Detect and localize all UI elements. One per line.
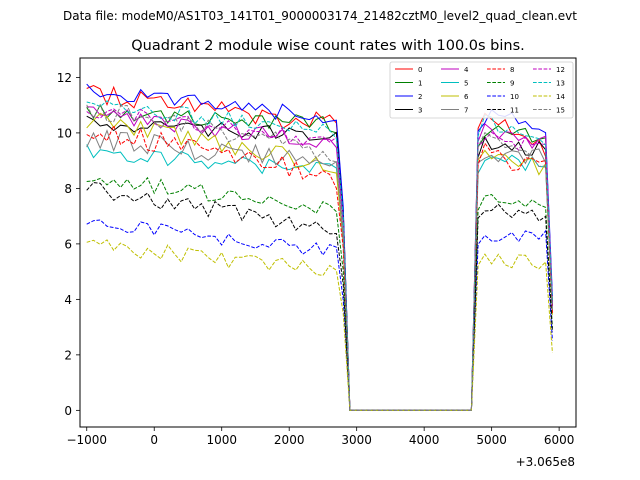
x-tick-label-7: 6000 [544,433,575,447]
y-tick-label-4: 8 [64,182,72,196]
y-tick-label-1: 2 [64,348,72,362]
series-line-9 [86,176,553,411]
series-line-5 [86,144,553,411]
legend-label-11: 11 [510,107,519,115]
legend-label-1: 1 [418,80,422,88]
series-line-8 [86,124,553,411]
y-tick-label-3: 6 [64,237,72,251]
x-offset-label: +3.065e8 [516,455,575,469]
legend-label-8: 8 [510,66,514,74]
x-tick-label-1: 0 [150,433,158,447]
legend-label-3: 3 [418,107,422,115]
x-tick-label-3: 2000 [274,433,305,447]
series-lines [86,83,553,411]
x-tick-label-6: 5000 [476,433,507,447]
series-line-0 [86,85,553,411]
legend-box [389,61,574,119]
y-tick-label-0: 0 [64,404,72,418]
legend-label-0: 0 [418,66,422,74]
legend-label-14: 14 [556,93,565,101]
series-line-3 [86,115,553,411]
series-line-7 [86,129,553,411]
legend-label-6: 6 [464,93,469,101]
legend-label-12: 12 [556,66,565,74]
legend-label-13: 13 [556,80,565,88]
y-tick-label-6: 12 [57,71,72,85]
series-line-14 [86,239,553,411]
series-line-6 [86,112,553,411]
y-tick-label-5: 10 [57,126,72,140]
x-tick-label-0: −1000 [66,433,107,447]
series-line-2 [86,83,553,411]
series-line-10 [86,219,553,411]
x-tick-label-4: 3000 [341,433,372,447]
x-tick-label-5: 4000 [409,433,440,447]
series-line-11 [86,182,553,411]
series-line-13 [86,100,553,411]
legend-label-10: 10 [510,93,519,101]
y-tick-label-2: 4 [64,293,72,307]
legend-label-4: 4 [464,66,469,74]
x-tick-label-2: 1000 [206,433,237,447]
legend-label-15: 15 [556,107,565,115]
series-line-15 [86,104,553,411]
axes-frame [79,57,577,428]
legend-label-5: 5 [464,80,468,88]
legend-label-2: 2 [418,93,422,101]
chart-title: Quadrant 2 module wise count rates with … [131,38,525,54]
legend-label-7: 7 [464,107,468,115]
legend-label-9: 9 [510,80,514,88]
plot-area [86,83,553,411]
figure-suptitle: Data file: modeM0/AS1T03_141T01_90000031… [63,9,577,23]
